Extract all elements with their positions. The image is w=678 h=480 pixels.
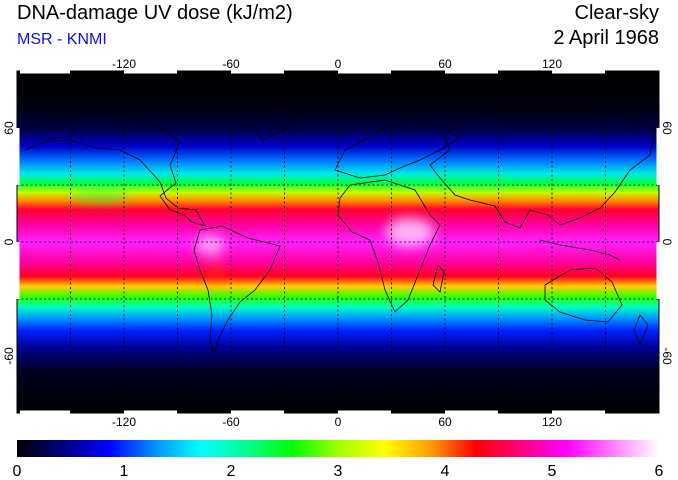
lon-labels-top: -120 -60 0 60 120 [112, 57, 562, 71]
map-subtitle: MSR - KNMI [17, 31, 107, 48]
colorbar-label: 5 [548, 463, 557, 480]
coast-africa [337, 179, 441, 313]
lon-labels-bottom: -120 -60 0 60 120 [112, 415, 562, 429]
lon-tick-bottom: 60 [438, 415, 452, 429]
lat-tick-right: -60 [660, 347, 674, 365]
colorbar-label: 2 [227, 463, 236, 480]
coast-indonesia [539, 239, 621, 261]
coast-australia [544, 267, 623, 323]
lon-tick-top: -120 [112, 57, 136, 71]
lat-tick-left: -60 [2, 347, 16, 365]
lat-tick-right: 0 [660, 239, 674, 246]
coast-antarctica [17, 391, 659, 401]
coast-new-zealand [633, 314, 649, 347]
colorbar-label: 6 [655, 463, 664, 480]
map-area [16, 70, 660, 414]
colorbar-gradient [17, 440, 659, 457]
colorbar-label: 0 [13, 463, 22, 480]
lat-labels-left: 60 0 -60 [2, 121, 16, 365]
lon-tick-bottom: -120 [112, 415, 136, 429]
coast-south-america [193, 225, 281, 357]
coast-europe [334, 117, 461, 179]
uv-highlights [70, 174, 510, 284]
coast-asia [429, 107, 656, 229]
coast-greenland [244, 95, 301, 141]
lon-tick-top: 120 [542, 57, 562, 71]
lat-labels-right: 60 0 -60 [660, 121, 674, 365]
map-date: 2 April 1968 [553, 27, 659, 49]
lat-tick-left: 60 [2, 121, 16, 135]
colorbar: 0 1 2 3 4 5 6 [13, 440, 664, 480]
lon-tick-bottom: -60 [222, 415, 240, 429]
lon-tick-bottom: 120 [542, 415, 562, 429]
lon-tick-top: 60 [438, 57, 452, 71]
coastlines [17, 95, 659, 401]
lon-tick-top: 0 [335, 57, 342, 71]
frame-ticks [16, 70, 660, 414]
lon-tick-bottom: 0 [335, 415, 342, 429]
lat-tick-left: 0 [2, 238, 16, 245]
lat-tick-right: 60 [660, 121, 674, 135]
coast-madagascar [432, 264, 445, 293]
graticule [17, 71, 659, 413]
lon-tick-top: -60 [222, 57, 240, 71]
colorbar-label: 3 [334, 463, 343, 480]
colorbar-label: 4 [441, 463, 450, 480]
sky-condition: Clear-sky [574, 2, 659, 24]
colorbar-label: 1 [120, 463, 129, 480]
map-title: DNA-damage UV dose (kJ/m2) [17, 2, 293, 24]
coast-north-america [19, 111, 206, 227]
